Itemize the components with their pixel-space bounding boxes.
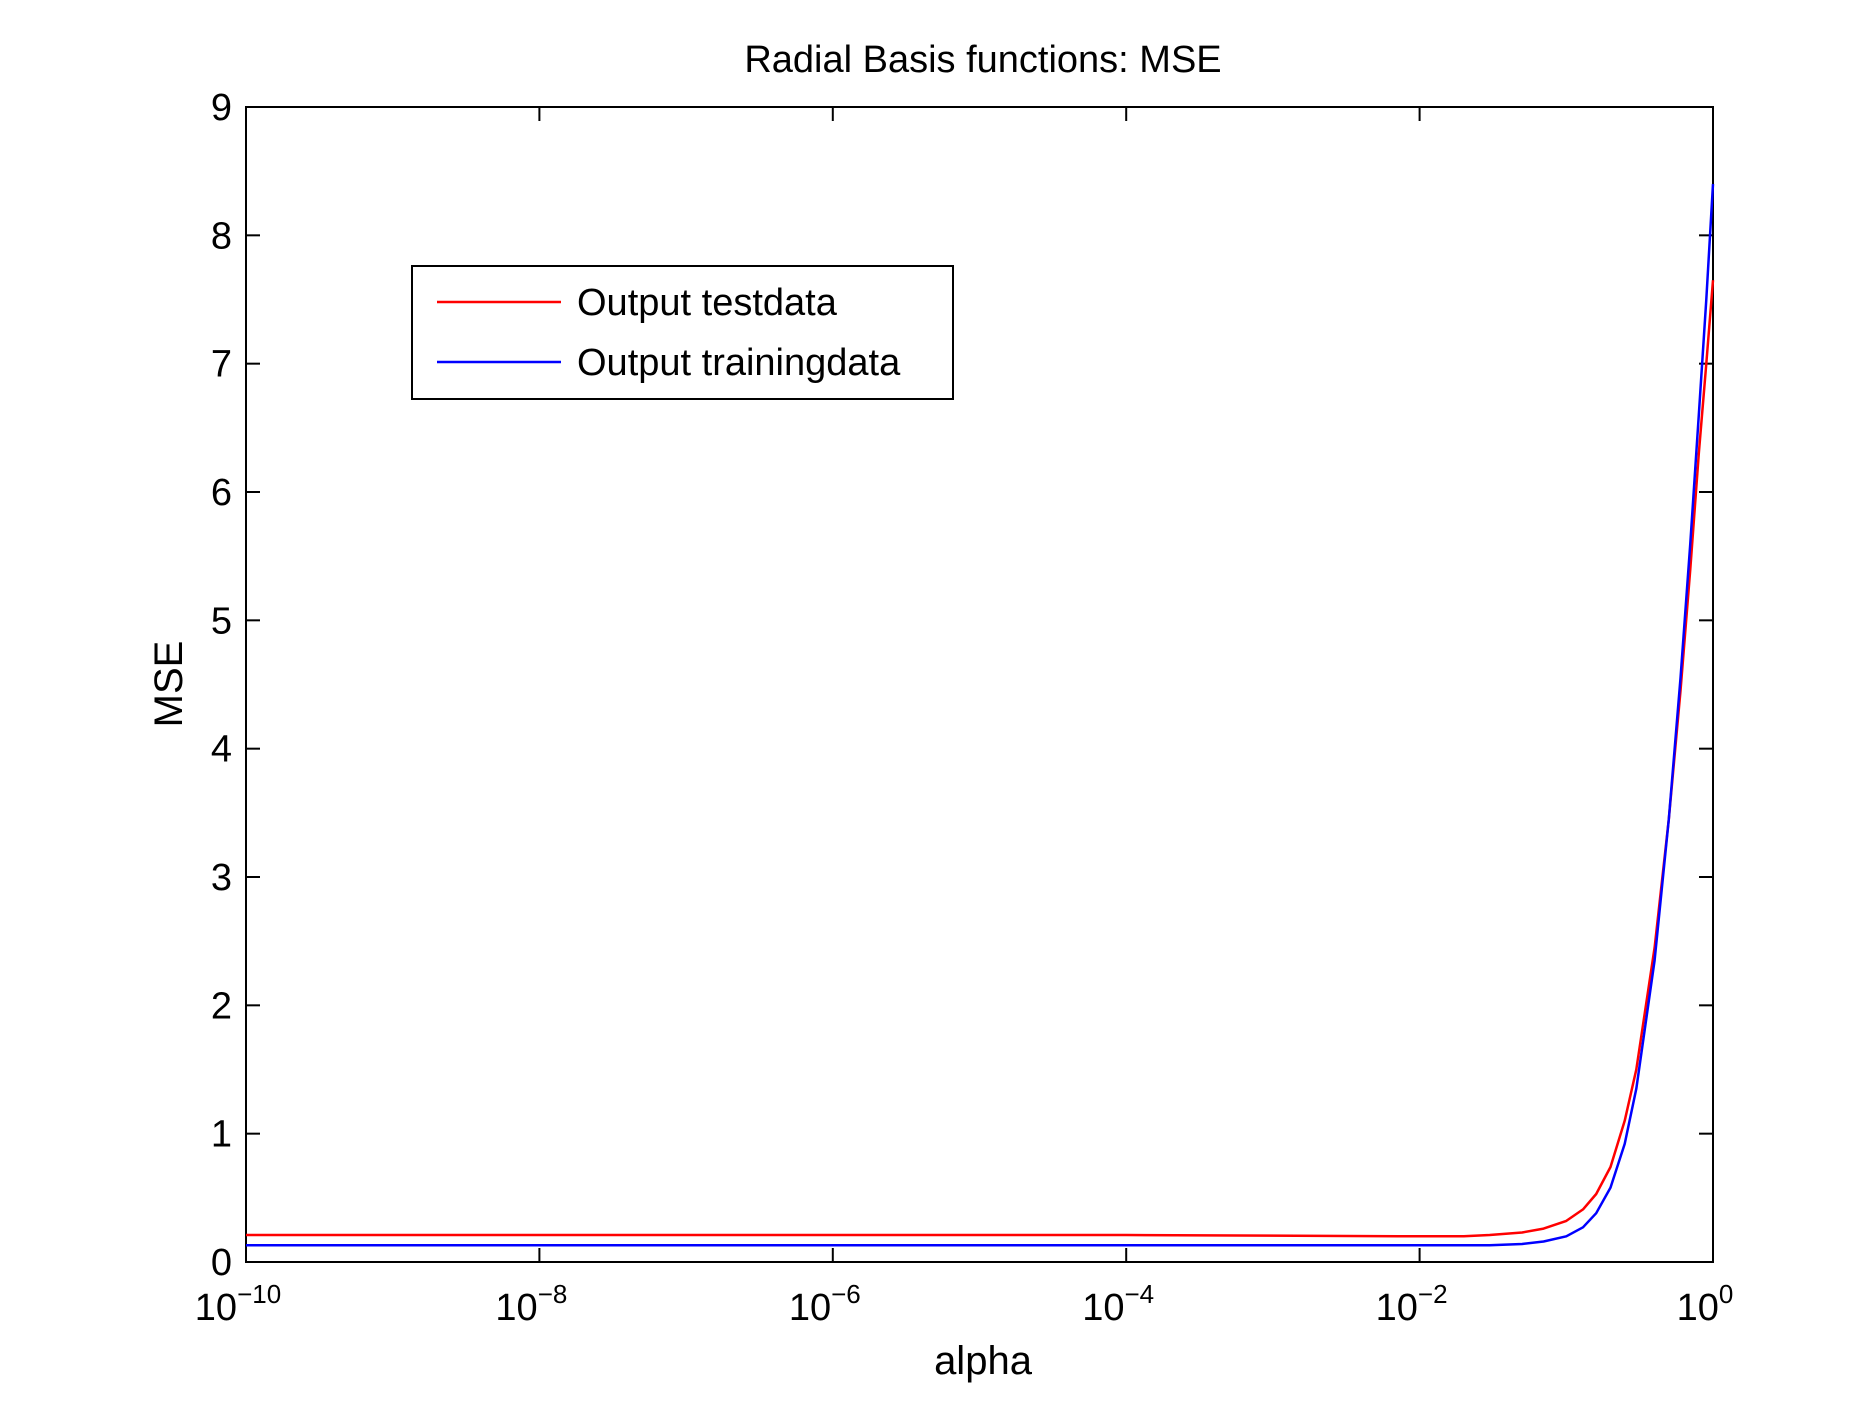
x-tick-base: 10: [789, 1287, 831, 1329]
x-tick-exponent: −8: [538, 1279, 568, 1309]
series-line-test: [246, 280, 1715, 1238]
x-tick-label: 10−2: [1376, 1279, 1448, 1329]
y-tick-label: 2: [211, 985, 232, 1027]
x-tick-label: 100: [1677, 1279, 1734, 1329]
x-tick-base: 10: [1677, 1287, 1719, 1329]
y-tick-label: 5: [211, 600, 232, 642]
x-tick-exponent: −10: [237, 1279, 281, 1309]
legend: Output testdata Output trainingdata: [411, 265, 954, 400]
x-tick-label: 10−8: [495, 1279, 567, 1329]
x-tick-label: 10−10: [195, 1279, 281, 1329]
x-tick-exponent: −2: [1418, 1279, 1448, 1309]
x-tick-label: 10−4: [1082, 1279, 1154, 1329]
x-tick-base: 10: [195, 1287, 237, 1329]
x-tick-base: 10: [1082, 1287, 1124, 1329]
x-tick-exponent: −6: [831, 1279, 861, 1309]
legend-label-test: Output testdata: [577, 282, 838, 324]
x-tick-base: 10: [1376, 1287, 1418, 1329]
y-tick-label: 3: [211, 857, 232, 899]
y-tick-label: 0: [211, 1242, 232, 1284]
y-tick-label: 9: [211, 87, 232, 129]
y-tick-label: 8: [211, 215, 232, 257]
x-axis-label: alpha: [934, 1339, 1033, 1383]
x-tick-exponent: 0: [1719, 1279, 1733, 1309]
x-tick-label: 10−6: [789, 1279, 861, 1329]
plot-lines: [246, 183, 1715, 1247]
y-tick-label: 1: [211, 1114, 232, 1156]
series-line-training: [246, 183, 1715, 1247]
y-axis-label: MSE: [147, 641, 191, 728]
y-tick-label: 7: [211, 344, 232, 386]
legend-label-training: Output trainingdata: [577, 342, 901, 384]
legend-box: [411, 265, 954, 400]
x-tick-exponent: −4: [1125, 1279, 1155, 1309]
x-tick-base: 10: [495, 1287, 537, 1329]
y-tick-label: 6: [211, 472, 232, 514]
y-tick-label: 4: [211, 729, 232, 771]
plot-area-frame: [245, 106, 1714, 1263]
chart-title: Radial Basis functions: MSE: [744, 39, 1221, 81]
